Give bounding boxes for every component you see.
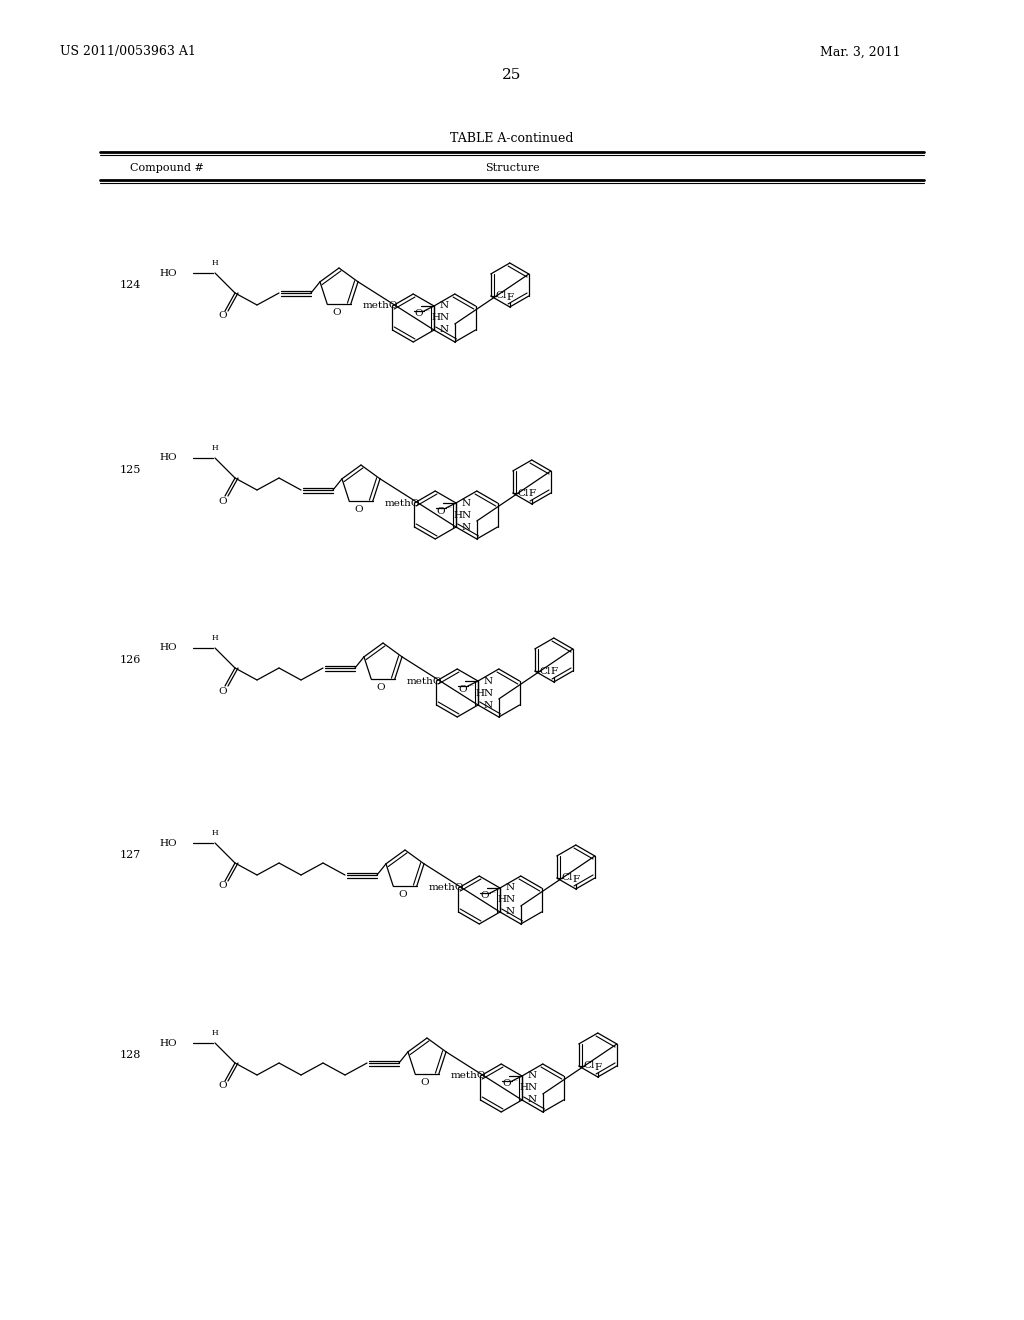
Text: methO: methO <box>492 891 497 892</box>
Text: O: O <box>398 890 408 899</box>
Text: Cl: Cl <box>540 667 551 676</box>
Text: O: O <box>219 312 227 321</box>
Text: O: O <box>377 682 385 692</box>
Text: N: N <box>506 908 515 916</box>
Text: HO: HO <box>160 454 177 462</box>
Text: F: F <box>594 1063 601 1072</box>
Text: methO: methO <box>514 1080 518 1081</box>
Text: O: O <box>436 507 445 516</box>
Text: H: H <box>212 1030 218 1038</box>
Text: O: O <box>219 882 227 891</box>
Text: HN: HN <box>454 511 472 520</box>
Text: methO: methO <box>470 684 475 686</box>
Text: O: O <box>354 504 364 513</box>
Text: HN: HN <box>476 689 494 697</box>
Text: Mar. 3, 2011: Mar. 3, 2011 <box>820 45 901 58</box>
Text: methO: methO <box>362 301 398 310</box>
Text: O: O <box>415 309 423 318</box>
Text: O: O <box>219 686 227 696</box>
Text: N: N <box>484 676 494 685</box>
Text: methO: methO <box>451 1072 486 1081</box>
Text: N: N <box>462 523 471 532</box>
Text: methO: methO <box>426 309 431 310</box>
Text: methO: methO <box>384 499 420 507</box>
Text: F: F <box>572 874 580 883</box>
Text: N: N <box>528 1096 538 1105</box>
Text: 25: 25 <box>503 69 521 82</box>
Text: HN: HN <box>432 314 450 322</box>
Text: Cl: Cl <box>562 874 573 883</box>
Text: Cl: Cl <box>496 292 507 301</box>
Text: N: N <box>440 326 450 334</box>
Text: F: F <box>550 668 557 676</box>
Text: 125: 125 <box>120 465 141 475</box>
Text: Structure: Structure <box>484 162 540 173</box>
Text: H: H <box>212 444 218 451</box>
Text: N: N <box>484 701 494 710</box>
Text: US 2011/0053963 A1: US 2011/0053963 A1 <box>60 45 196 58</box>
Text: N: N <box>440 301 450 310</box>
Text: HO: HO <box>160 644 177 652</box>
Text: Cl: Cl <box>584 1061 595 1071</box>
Text: HO: HO <box>160 268 177 277</box>
Text: F: F <box>528 490 536 499</box>
Text: TABLE A-continued: TABLE A-continued <box>451 132 573 144</box>
Text: H: H <box>212 829 218 837</box>
Text: O: O <box>459 685 467 693</box>
Text: H: H <box>212 259 218 267</box>
Text: O: O <box>480 891 489 900</box>
Text: N: N <box>528 1072 538 1081</box>
Text: methO: methO <box>428 883 464 892</box>
Text: methO: methO <box>407 676 442 685</box>
Text: O: O <box>219 1081 227 1090</box>
Text: 128: 128 <box>120 1049 141 1060</box>
Text: 124: 124 <box>120 280 141 290</box>
Text: HN: HN <box>498 895 516 904</box>
Text: HO: HO <box>160 1039 177 1048</box>
Text: 127: 127 <box>120 850 141 861</box>
Text: N: N <box>462 499 471 507</box>
Text: HN: HN <box>520 1084 538 1093</box>
Text: N: N <box>506 883 515 892</box>
Text: O: O <box>421 1077 429 1086</box>
Text: F: F <box>506 293 513 301</box>
Text: methO: methO <box>449 507 453 508</box>
Text: O: O <box>219 496 227 506</box>
Text: 126: 126 <box>120 655 141 665</box>
Text: HO: HO <box>160 838 177 847</box>
Text: Cl: Cl <box>518 488 529 498</box>
Text: Compound #: Compound # <box>130 162 204 173</box>
Text: H: H <box>212 634 218 642</box>
Text: O: O <box>333 308 341 317</box>
Text: O: O <box>503 1080 511 1089</box>
